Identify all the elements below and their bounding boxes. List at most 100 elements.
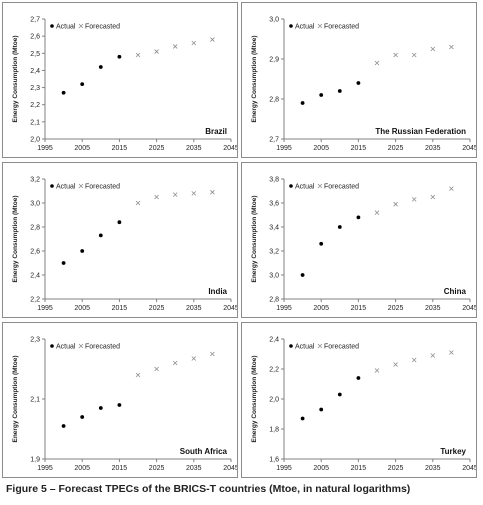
x-tick-label: 1995 (37, 145, 53, 152)
data-point-forecasted (374, 60, 380, 66)
y-tick-label: 2,4 (269, 337, 279, 344)
x-tick-label: 2035 (425, 305, 441, 312)
data-point-forecasted (191, 191, 197, 196)
x-tick-label: 2035 (186, 305, 202, 312)
y-tick-label: 2,0 (269, 397, 279, 404)
y-tick-label: 2,1 (30, 397, 40, 404)
data-point-forecasted (154, 194, 159, 200)
legend-actual-marker (50, 24, 54, 28)
x-tick-label: 2025 (388, 145, 404, 152)
y-tick-label: 3,0 (269, 273, 279, 280)
data-point-forecasted (135, 52, 141, 58)
data-point-forecasted (411, 52, 417, 58)
y-tick-label: 3,0 (30, 201, 40, 208)
legend: Actual Forecasted (50, 24, 120, 31)
y-tick-label: 2,5 (30, 51, 40, 58)
data-point-actual (117, 54, 122, 59)
chart-title: China (444, 287, 467, 296)
data-point-forecasted (191, 40, 197, 46)
data-point-forecasted (135, 372, 141, 378)
legend-forecasted-label: Forecasted (85, 24, 120, 31)
y-tick-label: 1,8 (269, 427, 279, 434)
chart-svg: 2,0 2,1 2,2 2,3 2,4 2,5 2,6 2,7 1995 2005 2015 2025… (12, 17, 237, 153)
chart-panel-4: 1,9 2,1 2,3 1995 2005 2015 2025 2035 2045 Energy … (2, 322, 238, 478)
chart-svg: 2,2 2,4 2,6 2,8 3,0 3,2 1995 2005 2015 2025 2035 20… (12, 177, 237, 313)
data-point-actual (300, 101, 305, 105)
data-point-forecasted (430, 353, 436, 358)
x-tick-label: 2025 (149, 145, 165, 152)
legend: Actual Forecasted (289, 344, 359, 351)
data-point-forecasted (172, 192, 178, 197)
y-axis-label: Energy Consumption (Mtoe) (251, 195, 258, 282)
chart-panel-5: 1,6 1,8 2,0 2,2 2,4 1995 2005 2015 2025 2035 2045 E… (241, 322, 477, 478)
x-tick-label: 2005 (74, 145, 90, 152)
y-tick-label: 2,7 (30, 17, 40, 24)
legend-forecasted-marker (78, 183, 84, 189)
legend: Actual Forecasted (50, 344, 120, 351)
data-point-forecasted (172, 360, 178, 366)
figure-caption: Figure 5 – Forecast TPECs of the BRICS-T… (6, 483, 411, 495)
legend-forecasted-label: Forecasted (85, 184, 120, 191)
data-point-actual (300, 416, 305, 421)
data-point-actual (337, 392, 342, 397)
y-tick-label: 1,6 (269, 457, 279, 464)
chart-panel-0: 2,0 2,1 2,2 2,3 2,4 2,5 2,6 2,7 1995 2005 2015 2025… (2, 2, 238, 158)
y-tick-label: 2,1 (30, 119, 40, 126)
data-point-forecasted (430, 46, 436, 52)
data-point-forecasted (393, 201, 398, 207)
chart-title: Turkey (440, 447, 466, 456)
data-point-actual (337, 225, 342, 229)
data-point-actual (80, 82, 85, 87)
chart-svg: 2,8 3,0 3,2 3,4 3,6 3,8 1995 2005 2015 2025 2035 20… (251, 177, 476, 313)
x-tick-label: 2045 (223, 145, 237, 152)
y-tick-label: 2,3 (30, 85, 40, 92)
data-point-forecasted (154, 366, 159, 372)
data-point-actual (98, 406, 103, 410)
legend-forecasted-marker (78, 23, 84, 29)
chart-panel-3: 2,8 3,0 3,2 3,4 3,6 3,8 1995 2005 2015 2025 2035 20… (241, 162, 477, 318)
legend-actual-marker (289, 184, 293, 188)
x-tick-label: 2025 (149, 305, 165, 312)
x-tick-label: 2045 (462, 465, 476, 472)
legend-forecasted-marker (78, 343, 84, 349)
legend-actual-marker (289, 24, 293, 28)
y-tick-label: 3,2 (269, 249, 279, 256)
x-tick-label: 1995 (276, 305, 292, 312)
y-axis-label: Energy Consumption (Mtoe) (251, 35, 258, 122)
y-tick-label: 2,8 (269, 97, 279, 104)
chart-svg: 2,7 2,8 2,9 3,0 1995 2005 2015 2025 2035 2045 Ener… (251, 17, 476, 153)
x-tick-label: 2045 (223, 465, 237, 472)
chart-svg: 1,6 1,8 2,0 2,2 2,4 1995 2005 2015 2025 2035 2045 E… (251, 337, 476, 473)
y-tick-label: 3,2 (30, 177, 40, 184)
y-tick-label: 3,6 (269, 201, 279, 208)
legend: Actual Forecasted (289, 184, 359, 191)
legend: Actual Forecasted (50, 184, 120, 191)
data-point-forecasted (210, 351, 215, 357)
y-tick-label: 2,2 (269, 367, 279, 374)
data-point-forecasted (430, 194, 436, 200)
x-tick-label: 2005 (313, 145, 329, 152)
x-tick-label: 2005 (74, 465, 90, 472)
legend-forecasted-marker (317, 343, 323, 349)
legend-actual-label: Actual (295, 344, 315, 351)
legend-actual-marker (50, 184, 54, 188)
y-tick-label: 2,9 (269, 57, 279, 64)
data-point-forecasted (191, 356, 197, 361)
data-point-forecasted (135, 200, 141, 206)
legend-actual-label: Actual (56, 184, 76, 191)
legend-forecasted-label: Forecasted (324, 24, 359, 31)
y-tick-label: 3,8 (269, 177, 279, 184)
y-axis-label: Energy Consumption (Mtoe) (251, 355, 258, 442)
x-tick-label: 2015 (112, 305, 128, 312)
y-axis-label: Energy Consumption (Mtoe) (12, 195, 19, 282)
data-point-forecasted (393, 52, 398, 58)
y-tick-label: 3,4 (269, 225, 279, 232)
data-point-actual (61, 424, 66, 428)
x-tick-label: 2025 (149, 465, 165, 472)
x-tick-label: 2005 (74, 305, 90, 312)
chart-title: The Russian Federation (375, 127, 466, 136)
data-point-actual (80, 249, 85, 253)
data-point-forecasted (210, 37, 215, 42)
x-tick-label: 2045 (462, 305, 476, 312)
y-axis-label: Energy Consumption (Mtoe) (12, 35, 19, 122)
